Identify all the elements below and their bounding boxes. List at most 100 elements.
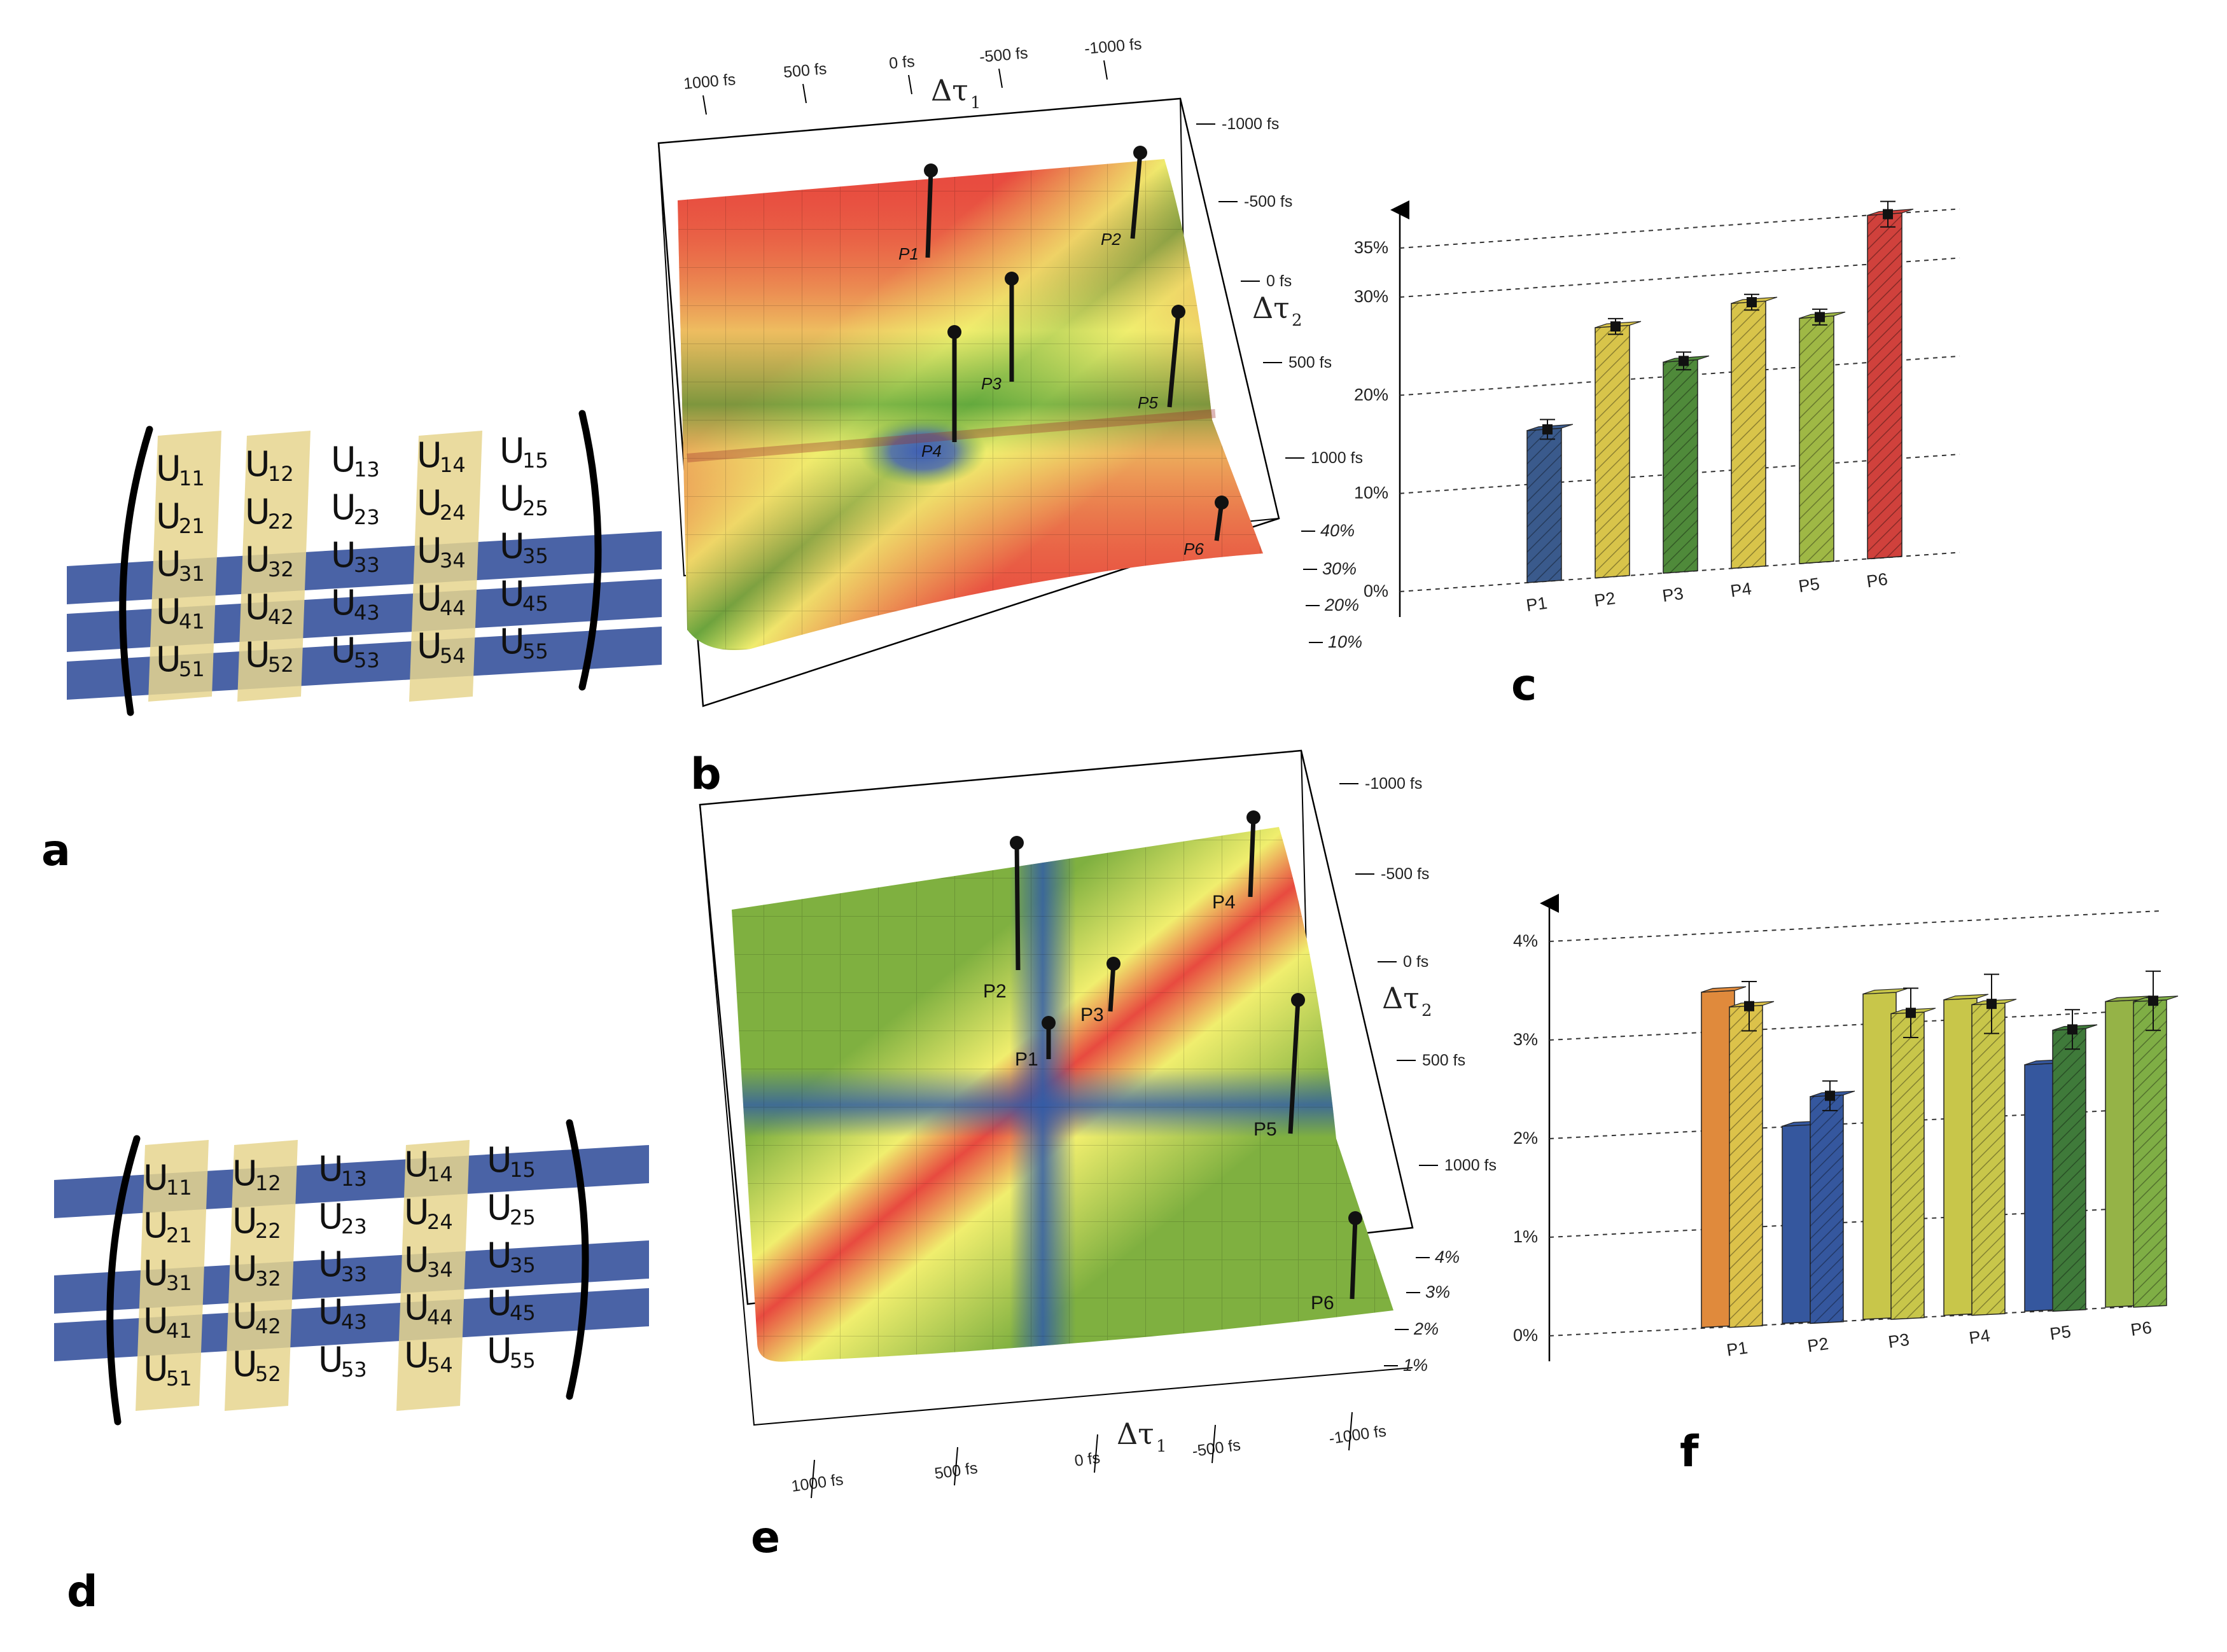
mean-marker xyxy=(1744,1001,1754,1011)
surface-plot-e: P1 P2 P3 P4 P5 P6 1000 fs 500 fs 0 fs -500 fs -10… xyxy=(699,749,1497,1499)
tau2-tick-label: 500 fs xyxy=(1288,354,1332,371)
peak-label: P6 xyxy=(1183,539,1204,559)
x-tick-label: P5 xyxy=(2049,1322,2072,1343)
matrix-element-subscript: 14 xyxy=(427,1162,453,1186)
bar-hatch xyxy=(2053,1029,2086,1312)
bar-hatch xyxy=(1663,359,1698,574)
bar-top xyxy=(1943,994,1989,1001)
highlighted-row-strip xyxy=(54,1288,649,1361)
tau1-tick-label: 1000 fs xyxy=(683,71,736,93)
tau2-axis-label: Δτ xyxy=(1252,291,1290,325)
highlighted-column-strip xyxy=(136,1140,209,1411)
peak-marker xyxy=(1171,305,1185,319)
bar-hatch xyxy=(1527,428,1561,583)
tau1-tick-label: 0 fs xyxy=(1073,1449,1101,1470)
y-tick-label: 10% xyxy=(1354,483,1388,503)
matrix-element: U xyxy=(499,431,525,471)
matrix-element-subscript: 42 xyxy=(268,605,294,629)
matrix-element-subscript: 13 xyxy=(354,457,380,482)
bar-top xyxy=(1701,986,1747,993)
x-tick-label: P6 xyxy=(2130,1318,2153,1340)
matrix-element: U xyxy=(487,1140,512,1180)
matrix-element: U xyxy=(232,1153,258,1193)
tau1-tick-mark xyxy=(908,74,912,95)
bar-hatch xyxy=(1972,1003,2005,1315)
peak-label: P5 xyxy=(1138,393,1158,412)
left-bracket xyxy=(106,1135,141,1426)
matrix-element: U xyxy=(232,1249,258,1289)
matrix-element: U xyxy=(156,448,181,489)
z-tick-label: 1% xyxy=(1403,1356,1428,1375)
matrix-element-subscript: 25 xyxy=(510,1205,536,1230)
matrix-element-subscript: 23 xyxy=(354,505,380,529)
matrix-element-subscript: 52 xyxy=(255,1362,281,1386)
matrix-element: U xyxy=(417,435,442,475)
matrix-element-subscript: 32 xyxy=(268,557,294,581)
x-tick-label: P3 xyxy=(1887,1330,1911,1352)
matrix-element-subscript: 43 xyxy=(341,1310,367,1334)
x-tick-label: P2 xyxy=(1806,1334,1830,1356)
matrix-element-subscript: 53 xyxy=(341,1357,367,1382)
bar-chart-f: 0% 1% 2% 3% 4% P1 P2 P3 P4 P5 P6 xyxy=(1513,894,2179,1361)
z-tick-label: 10% xyxy=(1328,632,1362,651)
peak-marker xyxy=(1291,993,1305,1007)
tau2-tick-label: -1000 fs xyxy=(1365,775,1422,793)
matrix-element: U xyxy=(417,483,442,523)
matrix-element: U xyxy=(318,1149,344,1189)
matrix-element: U xyxy=(245,444,270,484)
bar-hatch xyxy=(1810,1095,1843,1324)
mean-marker xyxy=(1906,1008,1916,1018)
matrix-element-subscript: 35 xyxy=(510,1253,536,1277)
mean-marker xyxy=(2148,996,2158,1006)
tau1-axis-subscript: 1 xyxy=(970,94,981,113)
mean-marker xyxy=(1883,209,1893,219)
matrix-element: U xyxy=(331,487,356,527)
matrix-element: U xyxy=(245,492,270,532)
mean-marker xyxy=(1986,999,1997,1010)
tau1-tick-mark xyxy=(998,68,1003,88)
matrix-element: U xyxy=(404,1288,429,1328)
tau1-tick-label: -500 fs xyxy=(1191,1436,1242,1461)
highlighted-row-strip xyxy=(67,627,662,700)
tau1-tick-label: -1000 fs xyxy=(1084,35,1142,58)
y-tick-label: 0% xyxy=(1364,581,1388,600)
matrix-element: U xyxy=(331,535,356,575)
tau2-tick-label: 500 fs xyxy=(1422,1052,1465,1069)
tau2-tick-label: 0 fs xyxy=(1266,272,1292,290)
z-tick-label: 20% xyxy=(1324,595,1359,614)
peak-stem xyxy=(1014,842,1021,971)
peak-label: P3 xyxy=(1080,1004,1104,1025)
x-tick-label: P2 xyxy=(1593,588,1617,610)
matrix-element-subscript: 42 xyxy=(255,1314,281,1338)
matrix-element: U xyxy=(245,539,270,580)
matrix-element: U xyxy=(245,635,270,675)
peak-marker xyxy=(1348,1211,1362,1225)
matrix-element-subscript: 34 xyxy=(440,548,466,573)
highlighted-column-strip xyxy=(225,1140,298,1411)
matrix-element-subscript: 51 xyxy=(179,657,205,681)
surface-grid xyxy=(732,827,1393,1362)
tau1-tick-mark xyxy=(1094,1434,1098,1473)
matrix-element: U xyxy=(487,1188,512,1228)
matrix-element: U xyxy=(143,1301,169,1341)
x-tick-label: P1 xyxy=(1726,1338,1749,1359)
matrix-element-subscript: 24 xyxy=(440,501,466,525)
panel-label-f: f xyxy=(1680,1427,1700,1477)
panel-label-e: e xyxy=(751,1513,780,1563)
matrix-element-subscript: 54 xyxy=(440,644,466,668)
tau2-tick-label: 1000 fs xyxy=(1311,449,1363,467)
peak-label: P3 xyxy=(981,374,1002,393)
gridline xyxy=(1549,1009,2161,1041)
matrix-element-subscript: 44 xyxy=(440,596,466,620)
matrix-element-subscript: 33 xyxy=(354,553,380,577)
matrix-element: U xyxy=(318,1292,344,1332)
y-tick-label: 1% xyxy=(1513,1227,1538,1246)
highlighted-column-strip xyxy=(237,431,311,702)
gridline xyxy=(1549,910,2161,942)
mean-marker xyxy=(1610,321,1621,332)
matrix-element-subscript: 32 xyxy=(255,1267,281,1291)
matrix-element-subscript: 31 xyxy=(179,562,205,586)
peak-label: P6 xyxy=(1311,1293,1334,1314)
